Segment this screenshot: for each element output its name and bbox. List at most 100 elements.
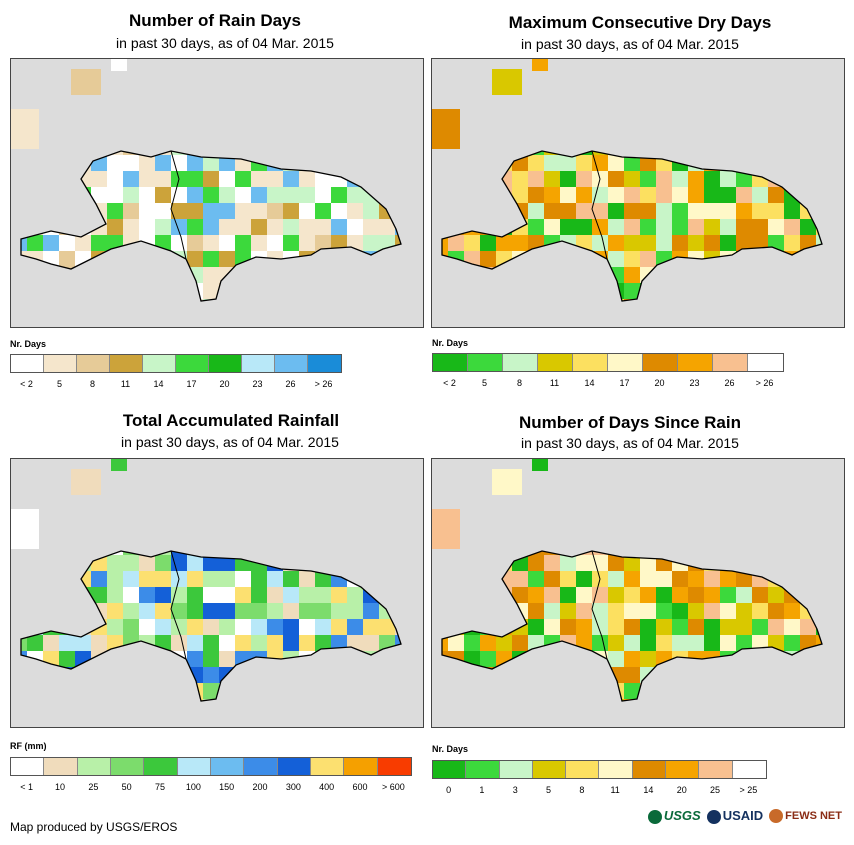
legend-swatch bbox=[244, 758, 278, 775]
grid-cell bbox=[720, 555, 736, 571]
panel-1-subtitle: in past 30 days, as of 04 Mar. 2015 bbox=[116, 35, 334, 51]
grid-cell bbox=[816, 683, 822, 699]
grid-cell bbox=[528, 699, 544, 701]
small-island-cell bbox=[532, 59, 548, 71]
grid-cell bbox=[720, 203, 736, 219]
grid-cell bbox=[768, 699, 784, 701]
grid-cell bbox=[171, 635, 187, 651]
grid-cell bbox=[442, 587, 448, 603]
grid-cell bbox=[203, 587, 219, 603]
grid-cell bbox=[139, 555, 155, 571]
grid-cell bbox=[299, 155, 315, 171]
grid-cell bbox=[624, 555, 640, 571]
grid-cell bbox=[480, 155, 496, 171]
grid-cell bbox=[736, 299, 752, 301]
grid-cell bbox=[560, 555, 576, 571]
panel-4-legend-labels: 0 1 3 5 8 11 14 20 25 > 25 bbox=[432, 785, 765, 797]
legend-label: 26 bbox=[285, 379, 296, 389]
grid-cell bbox=[315, 171, 331, 187]
grid-cell bbox=[347, 651, 363, 667]
grid-cell bbox=[816, 299, 822, 301]
grid-cell bbox=[816, 171, 822, 187]
usgs-wave-icon bbox=[647, 809, 662, 824]
panel-1-map[interactable] bbox=[10, 58, 424, 328]
legend-swatch bbox=[433, 761, 467, 778]
grid-cell bbox=[624, 299, 640, 301]
grid-cell bbox=[315, 235, 331, 251]
grid-cell bbox=[560, 171, 576, 187]
grid-cell bbox=[171, 187, 187, 203]
grid-cell bbox=[251, 283, 267, 299]
grid-cell bbox=[187, 635, 203, 651]
grid-cell bbox=[59, 235, 75, 251]
grid-cell bbox=[720, 187, 736, 203]
grid-cell bbox=[395, 571, 401, 587]
grid-cell bbox=[299, 171, 315, 187]
grid-cell bbox=[816, 155, 822, 171]
grid-cell bbox=[656, 235, 672, 251]
grid-cell bbox=[512, 187, 528, 203]
grid-cell bbox=[704, 187, 720, 203]
grid-cell bbox=[720, 151, 736, 155]
grid-cell bbox=[331, 667, 347, 683]
grid-cell bbox=[347, 667, 363, 683]
grid-cell bbox=[139, 587, 155, 603]
legend-swatch bbox=[608, 354, 643, 371]
grid-cell bbox=[251, 187, 267, 203]
grid-cell bbox=[21, 267, 27, 283]
grid-cell bbox=[171, 683, 187, 699]
grid-cell bbox=[544, 203, 560, 219]
legend-label: 17 bbox=[186, 379, 197, 389]
grid-cell bbox=[187, 187, 203, 203]
grid-cell bbox=[448, 619, 464, 635]
grid-cell bbox=[464, 683, 480, 699]
panel-2-map[interactable] bbox=[431, 58, 845, 328]
grid-cell bbox=[448, 155, 464, 171]
grid-cell bbox=[203, 667, 219, 683]
grid-cell bbox=[592, 699, 608, 701]
legend-label: 3 bbox=[512, 785, 518, 795]
grid-cell bbox=[496, 283, 512, 299]
grid-cell bbox=[442, 283, 448, 299]
grid-cell bbox=[720, 235, 736, 251]
grid-cell bbox=[560, 587, 576, 603]
grid-cell bbox=[544, 619, 560, 635]
grid-cell bbox=[608, 667, 624, 683]
grid-cell bbox=[235, 555, 251, 571]
grid-cell bbox=[768, 151, 784, 155]
grid-cell bbox=[688, 667, 704, 683]
grid-cell bbox=[347, 155, 363, 171]
grid-cell bbox=[688, 603, 704, 619]
grid-cell bbox=[331, 683, 347, 699]
legend-swatch bbox=[433, 354, 468, 371]
legend-swatch bbox=[666, 761, 700, 778]
grid-cell bbox=[171, 299, 187, 301]
grid-cell bbox=[363, 299, 379, 301]
grid-cell bbox=[267, 551, 283, 555]
grid-cell bbox=[347, 619, 363, 635]
grid-cell bbox=[299, 187, 315, 203]
grid-cell bbox=[688, 587, 704, 603]
grid-cell bbox=[672, 603, 688, 619]
grid-cell bbox=[448, 171, 464, 187]
grid-cell bbox=[171, 587, 187, 603]
grid-cell bbox=[155, 587, 171, 603]
grid-cell bbox=[315, 635, 331, 651]
grid-cell bbox=[496, 551, 512, 555]
panel-4-map[interactable] bbox=[431, 458, 845, 728]
grid-cell bbox=[235, 619, 251, 635]
grid-cell bbox=[203, 283, 219, 299]
grid-cell bbox=[624, 683, 640, 699]
legend-swatch bbox=[532, 761, 567, 778]
grid-cell bbox=[219, 683, 235, 699]
grid-cell bbox=[331, 555, 347, 571]
panel-3-map[interactable] bbox=[10, 458, 424, 728]
grid-cell bbox=[592, 299, 608, 301]
grid-cell bbox=[43, 203, 59, 219]
legend-label: 14 bbox=[643, 785, 654, 795]
grid-cell bbox=[299, 283, 315, 299]
grid-cell bbox=[155, 299, 171, 301]
grid-cell bbox=[480, 235, 496, 251]
grid-cell bbox=[235, 235, 251, 251]
small-island-cell bbox=[71, 69, 101, 95]
